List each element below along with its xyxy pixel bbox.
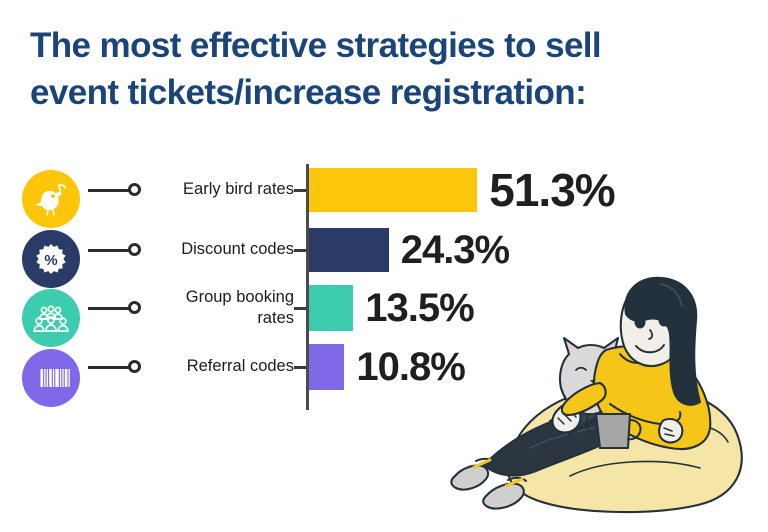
connector-dot [128,183,141,196]
barcode-icon [31,358,71,398]
category-label-1: Discount codes [181,240,294,258]
early-bird-icon [31,179,71,219]
category-icon-badge-3 [22,349,80,407]
connector-line [88,307,132,310]
category-label-2: Group booking rates [185,288,294,327]
category-icon-badge-0 [22,170,80,228]
bar-1 [309,228,389,272]
icon-connector-line-3 [88,360,146,374]
bar-value-label-0: 51.3% [489,164,615,216]
bar-value-label-1: 24.3% [400,228,510,272]
icon-connector-line-1 [88,243,146,257]
bar-0 [309,168,478,212]
chart-axis-line [306,164,309,410]
page-title: The most effective strategies to sell ev… [30,26,602,112]
category-icon-badge-1: % [22,230,80,288]
connector-dot [128,301,141,314]
icon-connector-line-2 [88,301,146,315]
bar-3 [309,344,345,390]
category-label-3: Referral codes [186,357,294,375]
bar-value-label-2: 13.5% [365,286,474,330]
connector-dot [128,360,141,373]
percent-badge-icon: % [31,239,71,279]
connector-dot [128,243,141,256]
connector-line [88,366,132,369]
axis-tick-2 [294,307,306,310]
axis-tick-0 [294,189,306,192]
bar-2 [309,285,354,331]
category-label-0: Early bird rates [183,180,294,198]
axis-tick-3 [294,366,306,369]
illustration-woman-on-beanbag-with-cat [424,262,768,532]
bar-value-label-3: 10.8% [356,345,465,389]
group-people-icon [31,298,71,338]
bar-chart: Early bird rates 51.3% % Discount codes … [0,150,768,420]
axis-tick-1 [294,249,306,252]
svg-text:%: % [44,252,57,269]
connector-line [88,249,132,252]
icon-connector-line-0 [88,183,146,197]
category-icon-badge-2 [22,289,80,347]
connector-line [88,189,132,192]
